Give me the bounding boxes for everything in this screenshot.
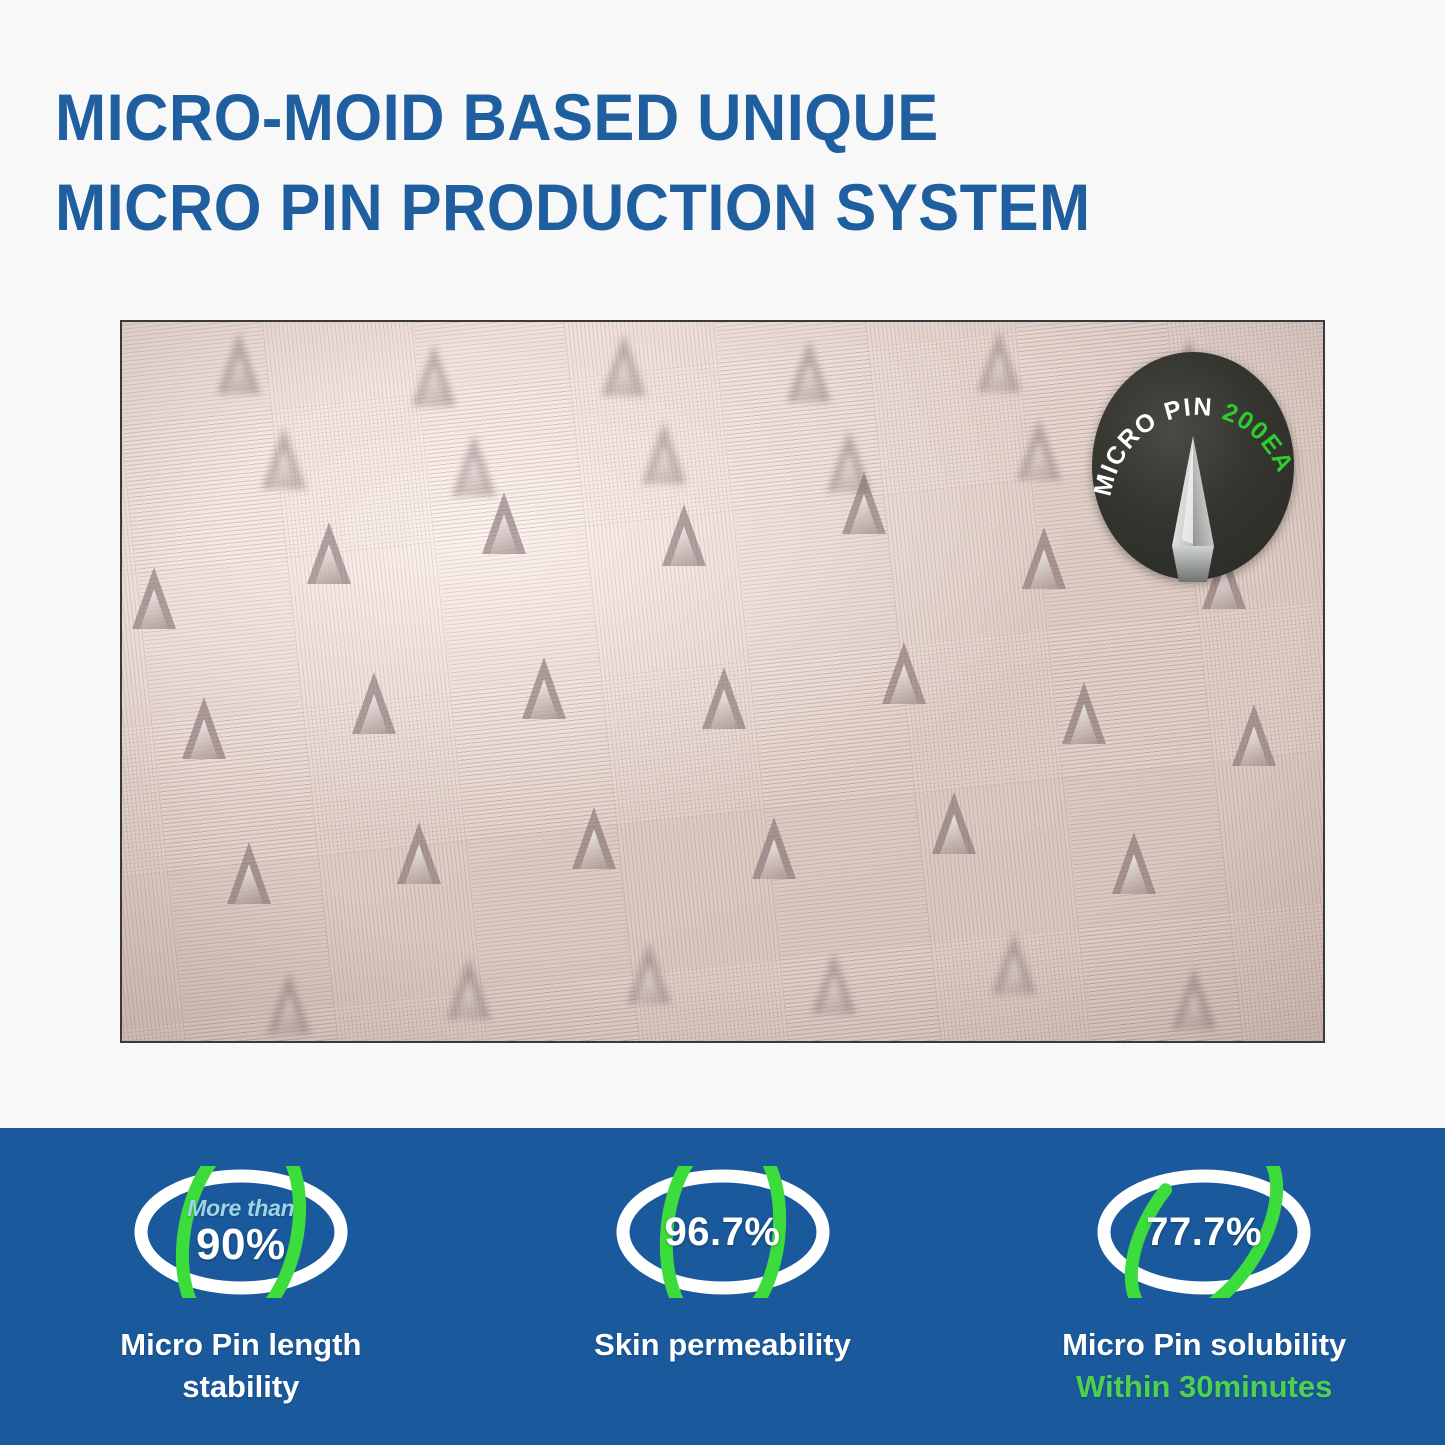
micro-pin-cone: [882, 642, 926, 704]
stat-micro-pin-solubility: 77.7% Micro Pin solubility Within 30minu…: [963, 1128, 1445, 1445]
progress-ring-text: 77.7%: [1093, 1166, 1315, 1298]
progress-ring-svg: [1097, 1166, 1311, 1298]
micro-pin-cone: [227, 842, 271, 904]
micro-pin-cone: [1172, 967, 1216, 1029]
micro-pin-cone: [812, 952, 856, 1014]
stat-label-line-1: Micro Pin length: [120, 1327, 362, 1362]
micro-pin-cone: [522, 657, 566, 719]
micro-pin-cone: [267, 972, 311, 1034]
stats-panel: More than 90% Micro Pin length stability…: [0, 1128, 1445, 1445]
micro-pin-cone: [307, 522, 351, 584]
stat-label-line-2: stability: [182, 1369, 300, 1404]
stat-label: Micro Pin solubility Within 30minutes: [1062, 1324, 1346, 1408]
micro-pin-cone: [992, 932, 1036, 994]
page-title: MICRO-MOID BASED UNIQUE MICRO PIN PRODUC…: [55, 72, 1395, 252]
progress-ring-text: 96.7%: [612, 1166, 834, 1298]
micro-pin-cone: [1232, 704, 1276, 766]
micro-pin-cone: [1017, 418, 1061, 480]
micro-pin-cone: [447, 957, 491, 1019]
micro-pin-cone: [262, 427, 306, 489]
stat-label-line-1: Micro Pin solubility: [1062, 1327, 1347, 1362]
stat-label-annotation: Within 30minutes: [1076, 1369, 1333, 1404]
micro-pin-cone: [572, 807, 616, 869]
stat-micro-pin-length-stability: More than 90% Micro Pin length stability: [0, 1128, 482, 1445]
micro-pin-cone: [1022, 527, 1066, 589]
micro-pin-cone: [842, 472, 886, 534]
micro-pin-cone: [932, 792, 976, 854]
micro-pin-cone: [412, 344, 456, 406]
page-title-line-1: MICRO-MOID BASED UNIQUE: [55, 80, 939, 154]
micro-pin-cone: [702, 667, 746, 729]
badge-label-green: 200EA: [1219, 398, 1294, 478]
progress-ring: 96.7%: [612, 1166, 834, 1298]
micro-pin-cone: [1112, 832, 1156, 894]
stat-value: 90%: [196, 1219, 286, 1269]
stat-label: Skin permeability: [594, 1324, 851, 1366]
stat-label: Micro Pin length stability: [120, 1324, 361, 1408]
micro-pin-cone: [627, 942, 671, 1004]
micro-pin-cone: [452, 434, 496, 496]
progress-ring: More than 90%: [130, 1166, 352, 1298]
stat-value: 96.7%: [664, 1209, 781, 1254]
micro-pin-cone: [602, 334, 646, 396]
stats-row: More than 90% Micro Pin length stability…: [0, 1128, 1445, 1445]
progress-ring-text: More than 90%: [130, 1166, 352, 1298]
micro-pin-cone: [977, 330, 1021, 392]
micro-pin-photo: MICRO PIN 200EA: [120, 320, 1325, 1043]
page-title-line-2: MICRO PIN PRODUCTION SYSTEM: [55, 170, 1091, 244]
badge-arc-text: MICRO PIN 200EA: [1092, 393, 1294, 499]
micro-needle-pyramid-icon: [1172, 436, 1214, 583]
micro-pin-cone: [662, 504, 706, 566]
stat-value: 77.7%: [1146, 1209, 1263, 1254]
micro-pin-cone: [752, 817, 796, 879]
micro-pin-cone: [352, 672, 396, 734]
micro-pin-badge: MICRO PIN 200EA: [1092, 352, 1294, 583]
micro-pin-cone: [787, 340, 831, 402]
micro-pin-cone: [642, 422, 686, 484]
stat-qualifier: More than: [187, 1194, 295, 1221]
progress-ring-svg: [616, 1166, 829, 1298]
micro-pin-cone: [482, 492, 526, 554]
micro-pin-cone: [1062, 682, 1106, 744]
micro-pin-cone: [182, 697, 226, 759]
stat-skin-permeability: 96.7% Skin permeability: [482, 1128, 964, 1445]
micro-pin-cone: [217, 332, 261, 394]
stat-label-line-1: Skin permeability: [594, 1327, 851, 1362]
progress-ring-svg: [134, 1166, 348, 1298]
progress-ring: 77.7%: [1093, 1166, 1315, 1298]
micro-pin-cone: [397, 822, 441, 884]
micro-pin-cone: [132, 567, 176, 629]
